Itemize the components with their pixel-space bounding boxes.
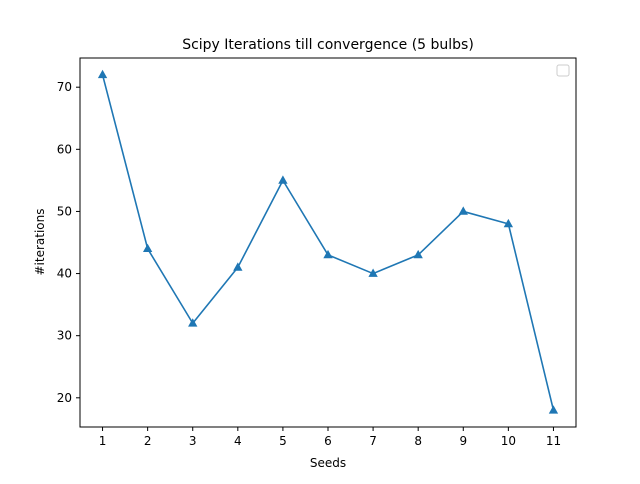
x-tick-label: 11 bbox=[546, 434, 561, 448]
x-tick-label: 1 bbox=[99, 434, 107, 448]
y-tick-label: 30 bbox=[57, 329, 72, 343]
y-tick-label: 70 bbox=[57, 80, 72, 94]
legend-box bbox=[556, 64, 570, 77]
data-point-marker bbox=[368, 268, 378, 277]
y-tick-label: 40 bbox=[57, 267, 72, 281]
data-point-marker bbox=[323, 249, 333, 259]
data-point-marker bbox=[548, 405, 559, 414]
x-tick-label: 8 bbox=[414, 434, 422, 448]
x-axis-label: Seeds bbox=[310, 456, 346, 470]
data-point-marker bbox=[278, 175, 288, 184]
data-point-marker bbox=[413, 249, 423, 259]
y-axis-ticks: 20 30 40 50 60 70 bbox=[57, 80, 80, 405]
y-tick-label: 60 bbox=[57, 142, 72, 156]
x-tick-label: 4 bbox=[234, 434, 242, 448]
y-tick-label: 20 bbox=[57, 391, 72, 405]
x-tick-label: 3 bbox=[189, 434, 197, 448]
data-point-marker bbox=[233, 262, 243, 271]
plot-area bbox=[79, 57, 577, 428]
x-tick-label: 5 bbox=[279, 434, 287, 448]
x-tick-label: 6 bbox=[324, 434, 332, 448]
data-point-marker bbox=[458, 206, 468, 215]
y-axis-label: #iterations bbox=[33, 208, 47, 275]
data-point-marker bbox=[97, 69, 108, 79]
data-point-marker bbox=[188, 318, 198, 327]
series-layer bbox=[97, 69, 559, 414]
x-tick-label: 7 bbox=[369, 434, 377, 448]
x-tick-label: 9 bbox=[459, 434, 467, 448]
y-tick-label: 50 bbox=[57, 204, 72, 218]
data-point-marker bbox=[503, 218, 514, 228]
data-point-marker bbox=[142, 243, 153, 253]
x-tick-label: 10 bbox=[501, 434, 516, 448]
x-tick-label: 2 bbox=[144, 434, 152, 448]
x-axis-ticks: 1 2 3 4 5 6 7 8 9 10 11 bbox=[99, 427, 561, 448]
chart-title: Scipy Iterations till convergence (5 bul… bbox=[182, 37, 474, 53]
